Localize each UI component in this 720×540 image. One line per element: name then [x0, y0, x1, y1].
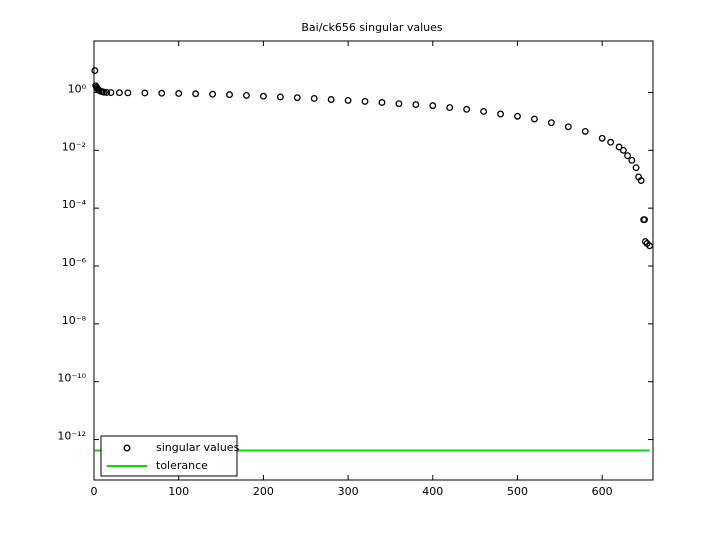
x-tick-label: 600 — [592, 485, 613, 498]
data-point — [514, 112, 521, 120]
y-tick-label: 10⁻¹² — [57, 430, 86, 443]
data-point — [361, 97, 369, 105]
plot-frame — [93, 40, 654, 481]
y-tick-label: 10⁻² — [62, 140, 86, 153]
data-point — [598, 134, 606, 142]
data-point — [615, 143, 623, 151]
data-point — [243, 91, 250, 99]
x-tick-label: 200 — [253, 485, 274, 498]
data-point — [463, 105, 471, 113]
data-point — [124, 89, 132, 97]
data-point — [100, 88, 108, 96]
data-point — [344, 96, 352, 104]
data-point — [103, 88, 111, 96]
data-point — [646, 242, 654, 250]
y-tick-label: 10⁻⁶ — [62, 256, 87, 269]
y-tick-label: 10⁻¹⁰ — [57, 372, 86, 385]
data-point — [107, 89, 115, 97]
data-point — [446, 104, 454, 112]
data-point — [327, 96, 335, 103]
data-point — [115, 89, 123, 97]
y-tick-label: 10⁰ — [68, 82, 87, 95]
data-point — [632, 164, 640, 172]
data-point — [607, 138, 615, 146]
data-point — [395, 100, 403, 108]
data-point — [429, 102, 437, 110]
data-point — [276, 93, 284, 101]
data-point — [641, 238, 649, 246]
data-point — [259, 92, 267, 100]
data-point — [175, 90, 183, 97]
data-point — [497, 110, 504, 118]
chart-title: Bai/ck656 singular values — [301, 21, 443, 34]
data-point — [209, 90, 217, 98]
data-point — [624, 152, 632, 160]
x-tick-label: 100 — [168, 485, 189, 498]
data-point — [641, 216, 648, 224]
legend-box — [100, 435, 238, 477]
x-tick-label: 300 — [338, 485, 359, 498]
data-point — [530, 115, 538, 123]
x-tick-label: 400 — [422, 485, 443, 498]
x-tick-label: 0 — [91, 485, 98, 498]
data-point — [192, 90, 200, 98]
data-point — [412, 101, 420, 109]
data-point — [226, 91, 233, 99]
legend-marker — [123, 444, 131, 452]
legend-label: tolerance — [156, 459, 208, 472]
y-tick-label: 10⁻⁸ — [62, 314, 87, 327]
data-point — [158, 89, 166, 97]
data-point — [141, 89, 149, 97]
data-point — [547, 119, 555, 127]
data-point — [310, 94, 318, 102]
data-point — [619, 146, 627, 154]
data-point — [293, 94, 301, 102]
data-point — [628, 156, 636, 164]
data-point — [91, 67, 99, 75]
y-tick-label: 10⁻⁴ — [62, 198, 87, 211]
data-point — [637, 177, 645, 184]
data-point — [480, 108, 488, 115]
x-tick-label: 500 — [507, 485, 528, 498]
data-point — [564, 123, 572, 131]
data-point — [378, 99, 386, 106]
legend-label: singular values — [156, 441, 240, 454]
data-point — [581, 127, 589, 135]
